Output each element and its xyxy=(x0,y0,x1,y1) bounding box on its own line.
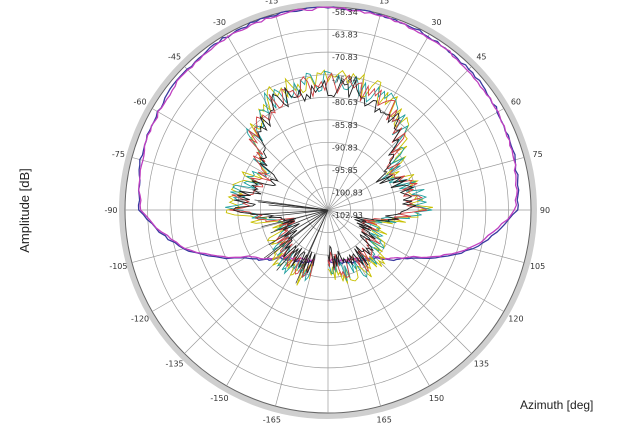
grid-spoke xyxy=(131,157,329,211)
radial-tick-label: -63.83 xyxy=(332,31,358,40)
grid-spoke xyxy=(327,209,381,407)
radial-tick-label: -58.34 xyxy=(332,8,358,17)
series-line xyxy=(232,78,417,274)
grid-spoke xyxy=(327,13,381,211)
x-axis-label: Azimuth [deg] xyxy=(520,398,594,412)
grid-spoke xyxy=(226,209,329,386)
angle-tick-label: 90 xyxy=(540,206,550,215)
series-spike xyxy=(255,209,329,219)
grid-spoke xyxy=(327,34,430,211)
series-spike xyxy=(270,209,329,234)
angle-tick-label: 135 xyxy=(474,359,489,368)
grid-spoke xyxy=(327,209,525,263)
angle-tick-label: 165 xyxy=(377,416,392,423)
angle-tick-label: 75 xyxy=(533,150,543,159)
angle-tick-label: 45 xyxy=(476,53,486,62)
angle-tick-label: 150 xyxy=(429,394,444,403)
angle-tick-label: -120 xyxy=(131,315,149,324)
angle-tick-label: -105 xyxy=(109,262,127,271)
grid-spoke xyxy=(184,66,329,211)
angle-tick-label: 105 xyxy=(530,262,545,271)
radial-tick-label: -80.63 xyxy=(332,98,358,107)
grid-spoke xyxy=(327,209,472,354)
tick-labels: -58.34 -63.83 -70.83 -75.84 -80.63 -85.83 -90.… xyxy=(104,0,550,423)
angle-tick-label: -15 xyxy=(265,0,278,5)
radial-tick-label: -100.83 xyxy=(332,188,363,197)
angle-tick-label: -150 xyxy=(210,394,228,403)
angle-tick-label: -60 xyxy=(134,98,147,107)
outer-ring xyxy=(119,1,537,419)
angle-tick-label: 60 xyxy=(511,98,521,107)
radial-tick-label: -95.85 xyxy=(332,166,358,175)
series-line xyxy=(137,6,520,265)
angle-tick-label: -135 xyxy=(165,359,183,368)
radial-tick-label: -90.83 xyxy=(332,143,358,152)
series-line xyxy=(138,6,518,263)
angle-tick-label: -30 xyxy=(213,18,226,27)
series-spike xyxy=(258,201,329,211)
radial-tick-label: -85.83 xyxy=(332,121,358,130)
grid-spoke xyxy=(184,209,329,354)
angle-tick-label: 15 xyxy=(379,0,389,5)
series-line xyxy=(229,72,428,279)
angle-tick-label: -45 xyxy=(168,53,181,62)
series-group xyxy=(137,6,520,286)
series-spike xyxy=(263,209,329,259)
radial-tick-label: -70.83 xyxy=(332,53,358,62)
angle-tick-label: 120 xyxy=(508,315,523,324)
series-spike xyxy=(295,209,329,284)
angle-tick-label: -75 xyxy=(112,150,125,159)
grid-spoke xyxy=(327,66,472,211)
radial-tick-label: -102.93 xyxy=(332,211,363,220)
angle-tick-label: 30 xyxy=(431,18,441,27)
grid-spoke xyxy=(327,209,504,312)
radial-tick-label: -75.84 xyxy=(332,76,358,85)
grid-spoke xyxy=(152,108,329,211)
series-spike xyxy=(268,204,329,211)
series-line xyxy=(225,69,433,286)
grid-spoke xyxy=(275,13,329,211)
series-spike xyxy=(268,209,329,245)
series-spike xyxy=(250,209,329,216)
series-spike xyxy=(276,209,329,271)
grid-spoke xyxy=(327,157,525,211)
angle-tick-label: -90 xyxy=(104,206,117,215)
grid-spoke xyxy=(327,108,504,211)
series-spike xyxy=(261,209,329,227)
grid-spoke xyxy=(226,34,329,211)
polar-grid xyxy=(119,1,537,419)
grid-spoke xyxy=(275,209,329,407)
grid-spoke xyxy=(327,209,430,386)
angle-tick-label: -165 xyxy=(263,416,281,423)
